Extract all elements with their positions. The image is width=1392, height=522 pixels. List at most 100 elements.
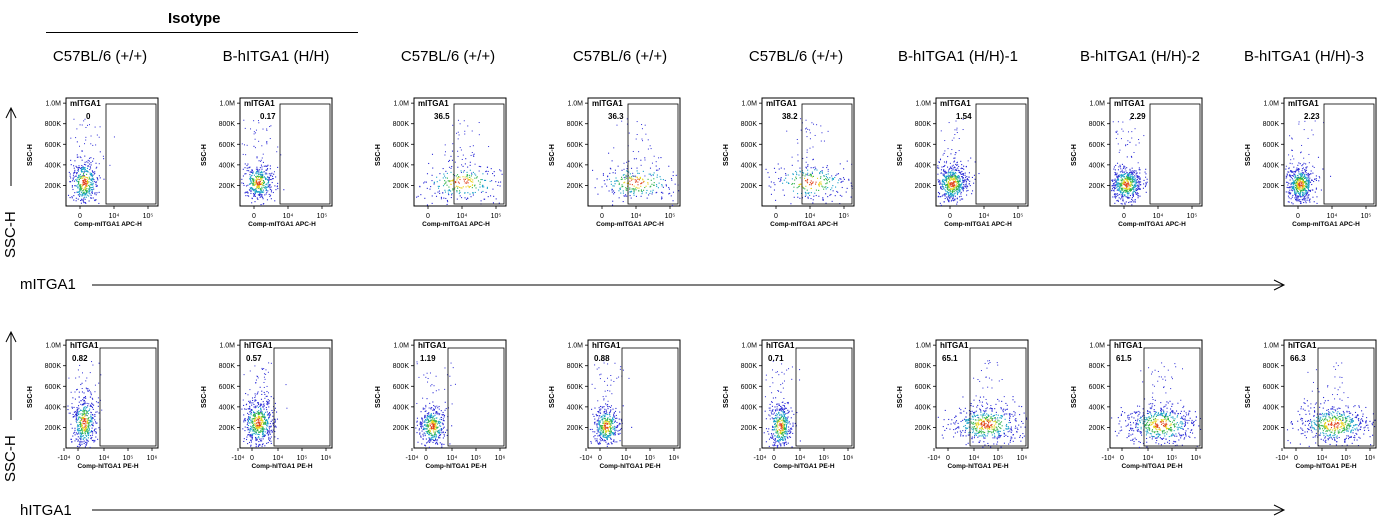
y-tick-label: 200K <box>915 183 932 190</box>
x-tick-label: 10⁴ <box>621 455 632 462</box>
row1-panel3: 200K 400K 600K 800K 1.0M SSC-H 0 10⁴ 10⁵Comp-mIT… <box>375 97 507 228</box>
row2-panel3: 200K 400K 600K 800K 1.0M SSC-H -10⁴ 0 10⁴ 10⁵ 10⁶ C… <box>375 339 507 470</box>
isotype-bracket-line <box>46 32 358 33</box>
x-axis-label: Comp-mITGA1 APC-H <box>1292 221 1360 228</box>
x-tick-label: 10⁶ <box>1191 455 1202 462</box>
y-tick-label: 200K <box>393 183 410 190</box>
y-tick-label: 1.0M <box>567 343 583 350</box>
gate-rectangle <box>105 103 157 205</box>
gate-rectangle <box>627 103 679 205</box>
gate-marker-label: mITGA1 <box>70 99 101 108</box>
x-tick-label: 10⁵ <box>317 213 328 220</box>
gate-marker-label: hITGA1 <box>766 341 795 350</box>
gate-marker-label: mITGA1 <box>1114 99 1145 108</box>
x-axis-label: Comp-mITGA1 APC-H <box>1118 221 1186 228</box>
x-axis-label: Comp-hITGA1 PE-H <box>251 463 312 470</box>
gate-percent: 36.3 <box>608 112 624 121</box>
y-tick-label: 800K <box>1089 363 1106 370</box>
row2-panel5: 200K 400K 600K 800K 1.0M SSC-H -10⁴ 0 10⁴ 10⁵ 10⁶ C… <box>723 339 855 470</box>
y-tick-label: 200K <box>1263 183 1280 190</box>
event-dots <box>937 118 980 206</box>
y-tick-label: 600K <box>1089 384 1106 391</box>
x-tick-label: 10⁵ <box>491 213 502 220</box>
gate-rectangle <box>1143 347 1201 447</box>
bottom-row-bottom-axis-label: hITGA1 <box>20 502 72 519</box>
row2-panel8: 200K 400K 600K 800K 1.0M SSC-H -10⁴ 0 10⁴ 10⁵ 10⁶ C… <box>1245 339 1377 470</box>
y-tick-label: 1.0M <box>393 101 409 108</box>
row1-panel6: 200K 400K 600K 800K 1.0M SSC-H 0 10⁴ 10⁵Comp-mIT… <box>897 97 1029 228</box>
gate-marker-label: hITGA1 <box>1288 341 1317 350</box>
y-tick-label: 1.0M <box>45 101 61 108</box>
event-dots <box>1285 120 1332 205</box>
row1-panel8: 200K 400K 600K 800K 1.0M SSC-H 0 10⁴ 10⁵Comp-mIT… <box>1245 97 1377 228</box>
y-tick-label: 200K <box>393 425 410 432</box>
event-dots <box>415 361 456 448</box>
x-tick-label: 10⁵ <box>1361 213 1372 220</box>
gate-rectangle <box>279 103 331 205</box>
x-tick-label: 0 <box>948 213 952 220</box>
gate-rectangle <box>273 347 331 447</box>
y-axis-label: SSC-H <box>723 386 730 408</box>
y-tick-label: 1.0M <box>219 343 235 350</box>
y-tick-label: 200K <box>45 425 62 432</box>
y-tick-label: 800K <box>393 363 410 370</box>
x-tick-label: 0 <box>426 213 430 220</box>
x-tick-label: 10⁵ <box>297 455 308 462</box>
x-tick-label: 10⁵ <box>993 455 1004 462</box>
y-tick-label: 800K <box>219 121 236 128</box>
x-tick-label: 0 <box>946 455 950 462</box>
x-axis-label: Comp-hITGA1 PE-H <box>599 463 660 470</box>
column-header-2: B-hITGA1 (H/H) <box>222 48 330 65</box>
x-tick-label: -10⁴ <box>57 455 70 462</box>
y-tick-label: 600K <box>915 384 932 391</box>
y-tick-label: 1.0M <box>915 343 931 350</box>
x-axis-label: Comp-hITGA1 PE-H <box>77 463 138 470</box>
x-tick-label: 10⁵ <box>123 455 134 462</box>
x-tick-label: 10⁴ <box>1317 455 1328 462</box>
x-tick-label: 10⁵ <box>1341 455 1352 462</box>
x-tick-label: 10⁵ <box>819 455 830 462</box>
event-dots <box>241 119 285 206</box>
y-axis-label: SSC-H <box>1071 144 1078 166</box>
y-tick-label: 800K <box>45 121 62 128</box>
y-tick-label: 400K <box>219 162 236 169</box>
column-header-1: C57BL/6 (+/+) <box>52 48 148 65</box>
x-tick-label: 10⁵ <box>1167 455 1178 462</box>
y-tick-label: 800K <box>1089 121 1106 128</box>
y-axis-label: SSC-H <box>1071 386 1078 408</box>
y-tick-label: 800K <box>741 363 758 370</box>
y-tick-label: 400K <box>45 404 62 411</box>
gate-marker-label: mITGA1 <box>244 99 275 108</box>
gate-rectangle <box>1323 103 1375 205</box>
y-tick-label: 400K <box>1089 404 1106 411</box>
gate-percent: 0.71 <box>768 354 784 363</box>
y-tick-label: 200K <box>741 425 758 432</box>
gate-marker-label: mITGA1 <box>766 99 797 108</box>
gate-marker-label: mITGA1 <box>940 99 971 108</box>
gate-rectangle <box>447 347 505 447</box>
row1-panel1: 200K 400K 600K 800K 1.0M SSC-H 0 10⁴ 10⁵Comp-mIT… <box>27 97 159 228</box>
x-tick-label: 10⁶ <box>147 455 158 462</box>
x-tick-label: 0 <box>1296 213 1300 220</box>
y-axis-label: SSC-H <box>375 386 382 408</box>
y-tick-label: 200K <box>1089 425 1106 432</box>
event-dots <box>763 360 801 448</box>
gate-rectangle <box>801 103 853 205</box>
y-tick-label: 1.0M <box>567 101 583 108</box>
y-tick-label: 200K <box>219 183 236 190</box>
plot-frame <box>65 97 159 207</box>
plot-frame <box>239 97 333 207</box>
y-tick-label: 200K <box>915 425 932 432</box>
plot-frame <box>239 339 333 449</box>
y-axis-label: SSC-H <box>549 386 556 408</box>
row2-panel6: 200K 400K 600K 800K 1.0M SSC-H -10⁴ 0 10⁴ 10⁵ 10⁶ C… <box>897 339 1029 470</box>
event-dots <box>67 361 103 448</box>
y-tick-label: 600K <box>1263 142 1280 149</box>
gate-marker-label: mITGA1 <box>1288 99 1319 108</box>
y-tick-label: 600K <box>45 384 62 391</box>
y-axis-label: SSC-H <box>549 144 556 166</box>
y-tick-label: 400K <box>1263 162 1280 169</box>
plot-frame <box>1109 339 1203 449</box>
y-axis-label: SSC-H <box>1245 386 1252 408</box>
x-tick-label: -10⁴ <box>753 455 766 462</box>
